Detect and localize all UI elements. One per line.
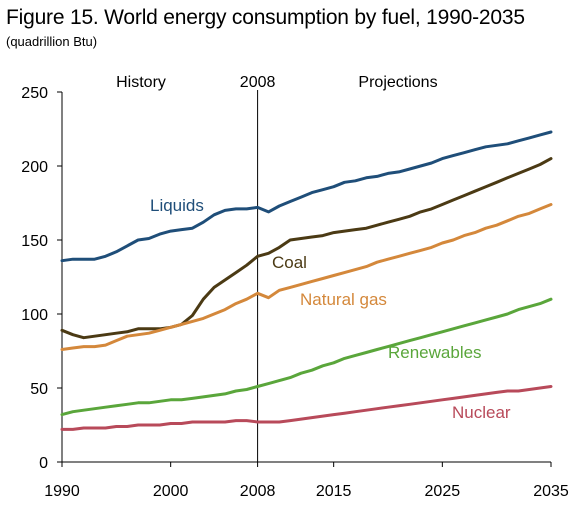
y-tick-label: 50 [30,381,48,398]
y-tick-label: 150 [21,233,48,250]
x-tick-label: 2035 [533,483,569,500]
series-line-nuclear [60,385,553,431]
y-tick-label: 200 [21,159,48,176]
x-tick-label: 2008 [240,483,276,500]
chart-title: Figure 15. World energy consumption by f… [6,6,525,29]
x-tick-label: 2000 [153,483,189,500]
x-tick-label: 1990 [44,483,80,500]
series-line-liquids [60,130,553,263]
series-label-natural-gas: Natural gas [300,290,387,309]
series-line-coal [60,157,553,340]
series-line-renewables [60,297,553,417]
series-label-renewables: Renewables [388,343,482,362]
y-tick-label: 100 [21,307,48,324]
series-labels: Liquids Coal Natural gas Renewables Nuclear [150,196,511,422]
series-label-nuclear: Nuclear [452,403,511,422]
y-tick-label: 0 [39,455,48,472]
series-label-coal: Coal [272,253,307,272]
x-tick-label: 2025 [425,483,461,500]
series-label-liquids: Liquids [150,196,204,215]
chart-subtitle: (quadrillion Btu) [6,34,98,49]
series-lines [60,130,553,431]
y-tick-label: 250 [21,85,48,102]
x-tick-label: 2015 [316,483,352,500]
history-label: History [116,74,166,91]
axes: 0 50 100 150 200 250 1990 2000 2008 2015 2025 2035 2… [21,74,569,500]
divider-year-label: 2008 [240,74,276,91]
series-line-natural-gas [60,203,553,351]
projections-label: Projections [358,74,437,91]
